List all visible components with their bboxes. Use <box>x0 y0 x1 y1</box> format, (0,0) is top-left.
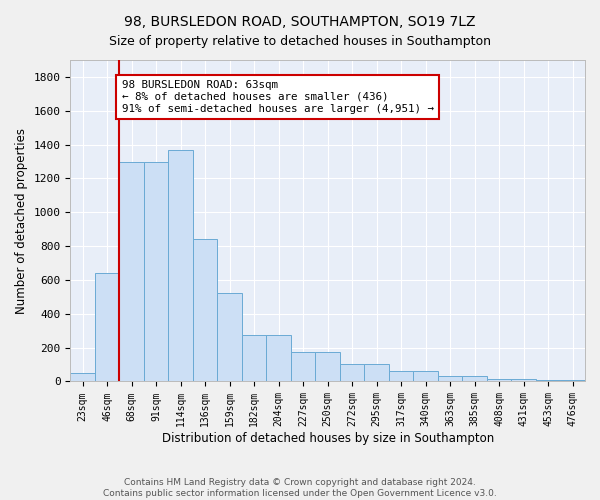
Bar <box>536 380 560 382</box>
Bar <box>316 352 340 382</box>
Text: Size of property relative to detached houses in Southampton: Size of property relative to detached ho… <box>109 35 491 48</box>
Bar <box>291 352 316 382</box>
Bar <box>193 240 217 382</box>
Bar <box>266 335 291 382</box>
X-axis label: Distribution of detached houses by size in Southampton: Distribution of detached houses by size … <box>161 432 494 445</box>
Bar <box>217 294 242 382</box>
Bar <box>70 373 95 382</box>
Text: 98, BURSLEDON ROAD, SOUTHAMPTON, SO19 7LZ: 98, BURSLEDON ROAD, SOUTHAMPTON, SO19 7L… <box>124 15 476 29</box>
Bar <box>144 162 169 382</box>
Bar <box>169 150 193 382</box>
Bar <box>487 379 511 382</box>
Bar <box>242 335 266 382</box>
Bar <box>389 372 413 382</box>
Bar <box>119 162 144 382</box>
Y-axis label: Number of detached properties: Number of detached properties <box>15 128 28 314</box>
Bar <box>560 380 585 382</box>
Bar <box>95 273 119 382</box>
Text: Contains HM Land Registry data © Crown copyright and database right 2024.
Contai: Contains HM Land Registry data © Crown c… <box>103 478 497 498</box>
Text: 98 BURSLEDON ROAD: 63sqm
← 8% of detached houses are smaller (436)
91% of semi-d: 98 BURSLEDON ROAD: 63sqm ← 8% of detache… <box>122 80 434 114</box>
Bar <box>364 364 389 382</box>
Bar <box>463 376 487 382</box>
Bar <box>340 364 364 382</box>
Bar <box>511 379 536 382</box>
Bar <box>413 372 438 382</box>
Bar <box>438 376 463 382</box>
